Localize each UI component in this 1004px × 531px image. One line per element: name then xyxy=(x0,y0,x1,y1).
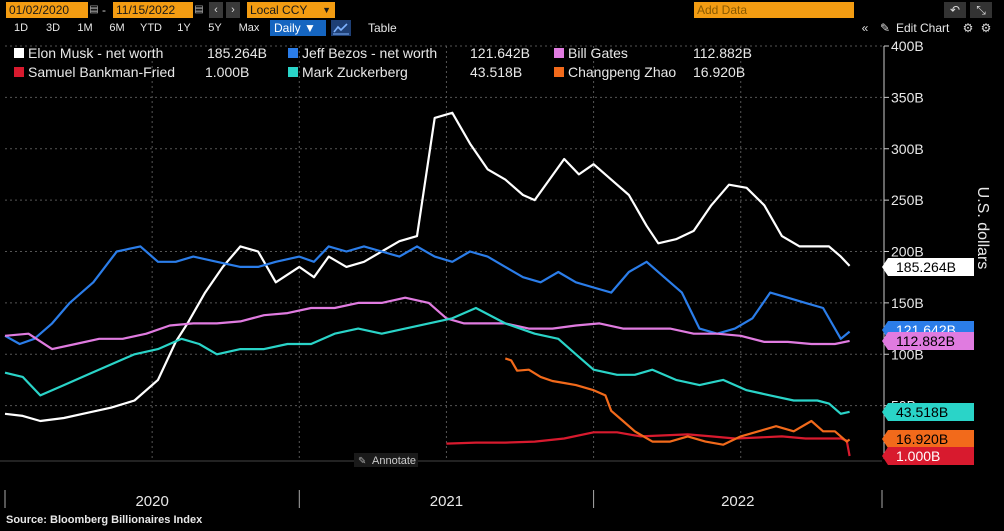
legend-series-name: Jeff Bezos - net worth xyxy=(302,45,437,61)
next-range-button[interactable]: › xyxy=(226,2,240,18)
legend-swatch xyxy=(554,48,564,58)
y-tick-label: 300B xyxy=(891,141,924,157)
series-line-3 xyxy=(446,431,851,457)
legend-swatch xyxy=(14,67,24,77)
pencil-icon[interactable]: ✎ xyxy=(879,21,891,35)
y-tick-label: 200B xyxy=(891,244,924,260)
table-button[interactable]: Table xyxy=(368,21,397,35)
calendar-icon[interactable]: ▤ xyxy=(194,4,204,15)
chevron-down-icon: ▼ xyxy=(322,5,331,15)
period-max-button[interactable]: Max xyxy=(238,22,260,34)
y-tick-label: 100B xyxy=(891,346,924,362)
end-label-pointer xyxy=(882,403,888,421)
frequency-select[interactable]: Daily ▼ xyxy=(270,20,326,36)
y-axis-label: U.S. dollars xyxy=(974,187,991,270)
start-date-input[interactable]: 01/02/2020 xyxy=(6,2,88,18)
settings-gear-icon[interactable]: ⚙ xyxy=(980,21,992,35)
end-label-value: 16.920B xyxy=(896,431,948,447)
legend: Elon Musk - net worth 185.264B Jeff Bezos … xyxy=(14,45,752,80)
settings-gear-icon[interactable]: ⚙ xyxy=(962,21,974,35)
y-tick-label: 400B xyxy=(891,38,924,54)
undo-icon[interactable]: ↶ xyxy=(944,2,966,18)
end-label-box xyxy=(888,403,974,421)
end-label-box xyxy=(888,258,974,276)
series-line-2 xyxy=(4,296,850,351)
legend-swatch xyxy=(14,48,24,58)
series-line-1 xyxy=(4,245,851,346)
period-1d-button[interactable]: 1D xyxy=(13,22,29,34)
prev-range-button[interactable]: ‹ xyxy=(209,2,223,18)
toolbar-row-periods: 1D 3D 1M 6M YTD 1Y 5Y Max Daily ▼ Table … xyxy=(0,20,1004,36)
series-lines xyxy=(4,111,851,457)
x-tick-label: 2021 xyxy=(430,493,463,510)
period-6m-button[interactable]: 6M xyxy=(109,22,125,34)
period-1y-button[interactable]: 1Y xyxy=(177,22,191,34)
end-label-pointer xyxy=(882,430,888,448)
period-1m-button[interactable]: 1M xyxy=(77,22,93,34)
annotate-control[interactable]: ✎ Annotate xyxy=(354,453,418,467)
end-label-box xyxy=(888,332,974,350)
y-axis: 50B100B150B200B250B300B350B400B xyxy=(883,38,924,459)
x-tick-label: 2020 xyxy=(135,493,168,510)
end-labels: 185.264B121.642B112.882B43.518B16.920B1.… xyxy=(882,258,974,465)
legend-series-value: 121.642B xyxy=(470,45,530,61)
end-date-input[interactable]: 11/15/2022 xyxy=(113,2,193,18)
end-label-value: 185.264B xyxy=(896,259,956,275)
pencil-icon: ✎ xyxy=(358,456,366,467)
y-tick-label: 250B xyxy=(891,192,924,208)
edit-chart-button[interactable]: Edit Chart xyxy=(896,21,950,35)
toolbar-row-dates: 01/02/2020 ▤ - 11/15/2022 ▤ ‹ › Local CC… xyxy=(0,2,1004,18)
legend-swatch xyxy=(554,67,564,77)
legend-series-name: Samuel Bankman-Fried xyxy=(28,64,175,80)
toolbar: 01/02/2020 ▤ - 11/15/2022 ▤ ‹ › Local CC… xyxy=(0,0,1004,36)
y-tick-label: 350B xyxy=(891,89,924,105)
series-line-0 xyxy=(4,111,851,423)
series-line-5 xyxy=(504,357,851,446)
zoom-out-icon[interactable]: ⤡ xyxy=(970,2,992,18)
series-line-4 xyxy=(4,306,850,415)
legend-series-value: 43.518B xyxy=(470,64,522,80)
source-note: Source: Bloomberg Billionaires Index xyxy=(6,514,203,526)
end-label-pointer xyxy=(882,332,888,350)
legend-series-value: 16.920B xyxy=(693,64,745,80)
date-separator: - xyxy=(102,3,106,17)
legend-series-value: 185.264B xyxy=(207,45,267,61)
currency-select[interactable]: Local CCY ▼ xyxy=(247,2,335,18)
collapse-icon[interactable]: « xyxy=(861,21,869,35)
period-3d-button[interactable]: 3D xyxy=(45,22,61,34)
line-chart-icon[interactable] xyxy=(331,20,351,36)
currency-label: Local CCY xyxy=(250,3,308,17)
end-label-box xyxy=(888,430,974,448)
x-axis: 2020 2021 2022 xyxy=(0,460,883,510)
end-label-box xyxy=(888,447,974,465)
end-label-value: 43.518B xyxy=(896,404,948,420)
period-ytd-button[interactable]: YTD xyxy=(140,22,162,34)
legend-series-name: Bill Gates xyxy=(568,45,628,61)
legend-swatch xyxy=(288,48,298,58)
legend-series-name: Elon Musk - net worth xyxy=(28,45,163,61)
grid-lines xyxy=(5,45,882,459)
end-label-value: 112.882B xyxy=(896,333,955,349)
line-chart: 50B100B150B200B250B300B350B400B 185.264B… xyxy=(0,38,991,510)
annotate-bg xyxy=(354,453,418,467)
y-tick-label: 150B xyxy=(891,295,924,311)
legend-series-value: 112.882B xyxy=(693,45,752,61)
legend-swatch xyxy=(288,67,298,77)
end-label-value: 1.000B xyxy=(896,448,940,464)
legend-series-name: Changpeng Zhao xyxy=(568,64,676,80)
legend-series-value: 1.000B xyxy=(205,64,249,80)
legend-series-name: Mark Zuckerberg xyxy=(302,64,408,80)
period-5y-button[interactable]: 5Y xyxy=(208,22,222,34)
add-data-input[interactable]: Add Data xyxy=(694,2,854,18)
end-label-pointer xyxy=(882,258,888,276)
calendar-icon[interactable]: ▤ xyxy=(89,4,99,15)
end-label-pointer xyxy=(882,447,888,465)
annotate-label: Annotate xyxy=(372,455,416,467)
x-tick-label: 2022 xyxy=(721,493,754,510)
